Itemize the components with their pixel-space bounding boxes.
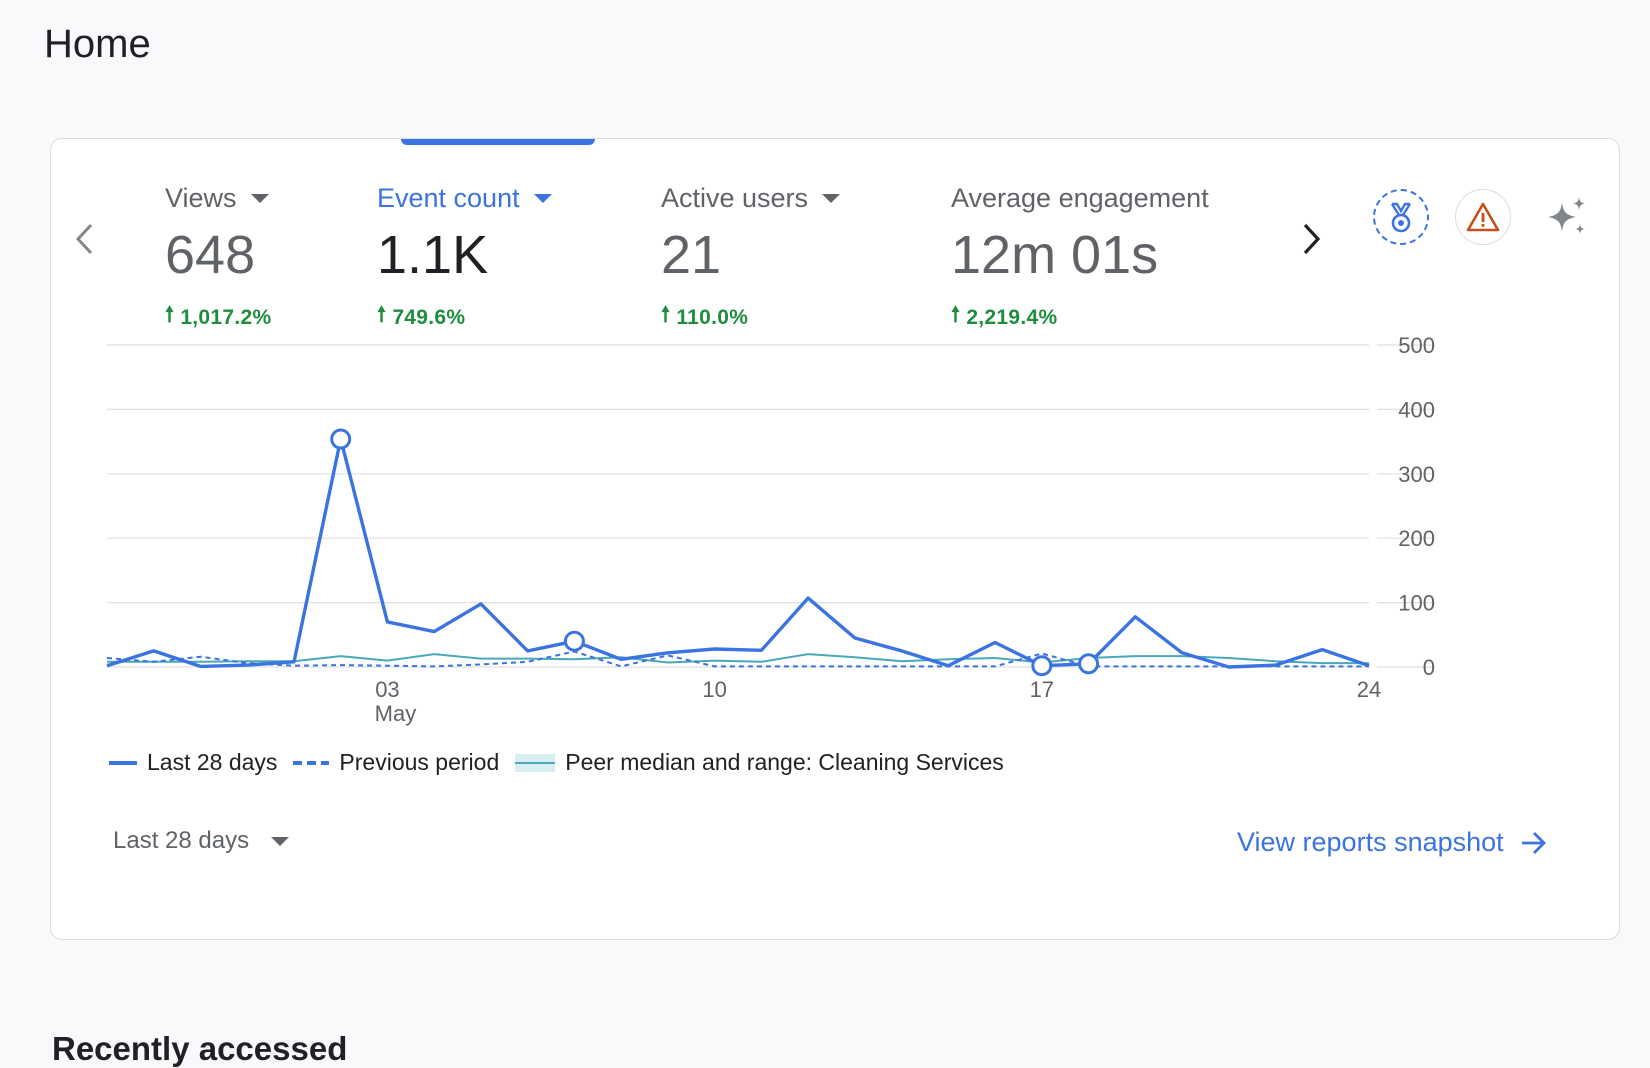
caret-down-icon <box>250 194 269 203</box>
warning-icon[interactable] <box>1455 189 1511 245</box>
metric-views[interactable]: Views 648 🠕 1,017.2% <box>165 183 271 335</box>
y-tick-label: 500 <box>1398 333 1435 358</box>
metric-label: Average engagement <box>951 183 1209 213</box>
y-tick-label: 200 <box>1398 526 1435 551</box>
series-line-last-28-days <box>106 437 1370 669</box>
metric-label: Active users <box>661 183 809 213</box>
legend-item: Previous period <box>293 749 499 776</box>
metric-value: 1.1K <box>377 225 489 285</box>
caret-down-icon <box>822 194 841 203</box>
chevron-left-icon[interactable] <box>65 219 105 259</box>
selected-metric-indicator <box>401 139 595 145</box>
annotation-marker <box>563 630 585 652</box>
metric-change: 2,219.4% <box>966 305 1058 329</box>
date-range-dropdown[interactable]: Last 28 days <box>113 827 290 855</box>
x-tick-label: 17 <box>1030 677 1054 702</box>
x-tick-label: 10 <box>702 677 726 702</box>
metric-value: 648 <box>165 225 256 285</box>
caret-down-icon <box>271 836 290 846</box>
annotation-marker <box>1078 653 1100 675</box>
series-line-previous-period <box>106 650 1369 668</box>
legend-item: Peer median and range: Cleaning Services <box>515 749 1004 776</box>
chart-legend: Last 28 days Previous period Peer median… <box>109 749 1020 776</box>
x-tick-label: 03 <box>375 677 399 702</box>
section-title: Recently accessed <box>52 1030 348 1067</box>
annotation-marker <box>330 428 352 450</box>
arrow-up-icon: 🠕 <box>165 303 175 326</box>
metric-value: 12m 01s <box>951 225 1159 285</box>
metric-change: 110.0% <box>676 305 749 329</box>
metric-label: Event count <box>377 183 520 213</box>
y-tick-label: 400 <box>1398 397 1435 422</box>
y-tick-label: 0 <box>1423 655 1435 680</box>
arrow-up-icon: 🠕 <box>377 303 387 326</box>
caret-down-icon <box>533 194 552 203</box>
view-reports-snapshot-link[interactable]: View reports snapshot <box>1237 827 1548 858</box>
page-title: Home <box>44 22 151 66</box>
x-tick-sublabel: May <box>375 701 417 726</box>
metric-change: 749.6% <box>392 305 466 329</box>
metric-average-engagement[interactable]: Average engagement 12m 01s 🠕 2,219.4% <box>951 183 1209 335</box>
legend-label: Peer median and range: Cleaning Services <box>565 749 1004 775</box>
metric-label: Views <box>165 183 237 213</box>
sparkle-icon[interactable] <box>1539 189 1595 245</box>
x-tick-label: 24 <box>1357 677 1381 702</box>
legend-item: Last 28 days <box>109 749 277 776</box>
overview-card: Views 648 🠕 1,017.2% Event count 1.1K 🠕 74… <box>50 138 1620 940</box>
metric-value: 21 <box>661 225 722 285</box>
arrow-up-icon: 🠕 <box>951 303 961 326</box>
arrow-up-icon: 🠕 <box>661 303 671 326</box>
legend-label: Last 28 days <box>147 749 278 775</box>
metric-event-count[interactable]: Event count 1.1K 🠕 749.6% <box>377 183 552 335</box>
arrow-right-icon <box>1521 831 1546 854</box>
annotation-marker <box>1031 655 1053 677</box>
date-range-label: Last 28 days <box>113 827 250 854</box>
series-line-peer <box>107 653 1369 665</box>
metric-change: 1,017.2% <box>180 305 272 329</box>
legend-label: Previous period <box>339 749 500 775</box>
medal-badge-icon[interactable] <box>1373 189 1429 245</box>
metric-active-users[interactable]: Active users 21 🠕 110.0% <box>661 183 841 335</box>
y-tick-label: 300 <box>1398 462 1435 487</box>
y-tick-label: 100 <box>1398 591 1435 616</box>
view-reports-label: View reports snapshot <box>1237 827 1504 857</box>
chevron-right-icon[interactable] <box>1291 219 1331 259</box>
